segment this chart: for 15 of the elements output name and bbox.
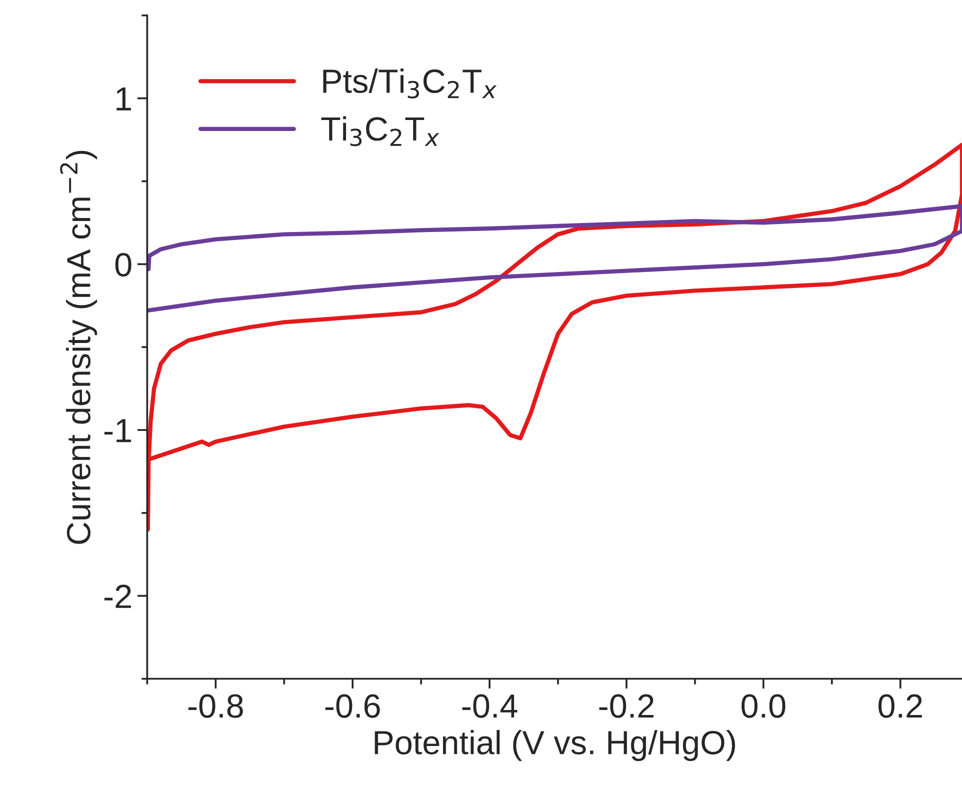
x-tick-label: 0.0	[742, 694, 786, 718]
x-tick-label: -0.8	[188, 694, 243, 718]
y-tick-label: 1	[116, 87, 131, 110]
y-tick-label: 0	[115, 252, 132, 277]
x-tick-label: -0.4	[462, 694, 518, 718]
y-tick-label: -1	[104, 419, 131, 442]
line-series	[147, 204, 962, 313]
x-tick-label: 0.2	[878, 694, 922, 718]
x-tick-label: -0.6	[325, 694, 380, 718]
y-axis-title: Current density (mA cm$^{−2}$)	[60, 150, 98, 544]
y-tick-label: -2	[104, 584, 131, 608]
legend-label: Pts/Ti$_{3}$C$_{2}$T$_{x}$	[323, 68, 497, 99]
x-axis-title: Potential (V vs. Hg/HgO)	[374, 730, 735, 762]
legend-label: Ti$_{3}$C$_{2}$T$_{x}$	[321, 116, 440, 146]
x-tick-label: -0.2	[599, 694, 654, 718]
